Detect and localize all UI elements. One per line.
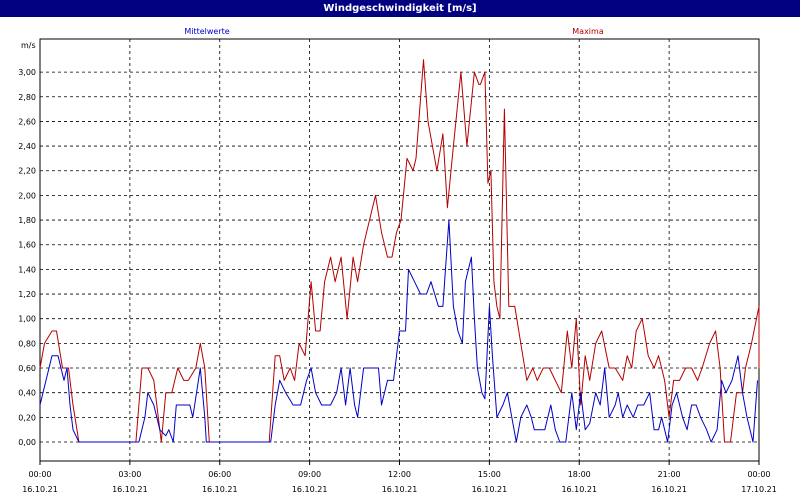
x-tick-date-label: 16.10.21 bbox=[651, 485, 687, 494]
y-tick-label: 0,00 bbox=[18, 438, 36, 447]
y-tick-label: 2,80 bbox=[18, 93, 36, 102]
x-tick-date-label: 16.10.21 bbox=[472, 485, 508, 494]
x-tick-time-label: 00:00 bbox=[747, 470, 770, 479]
y-tick-label: 2,20 bbox=[18, 167, 36, 176]
x-tick-time-label: 15:00 bbox=[478, 470, 501, 479]
x-tick-time-label: 03:00 bbox=[118, 470, 141, 479]
legend-entry-maxima: Maxima bbox=[572, 27, 604, 36]
y-axis-ticks: 0,00 0,20 0,40 0,60 0,80 1,00 1,20 1,40 1,60 1,80… bbox=[18, 68, 36, 447]
y-axis-unit-label: m/s bbox=[21, 41, 36, 50]
wind-speed-chart: m/s 0,00 0,20 0,40 0,60 0,80 1,00 1,20 1,40 1,60… bbox=[18, 27, 777, 494]
y-tick-label: 0,20 bbox=[18, 413, 36, 422]
x-tick-date-label: 16.10.21 bbox=[382, 485, 418, 494]
series-line-maxima bbox=[39, 59, 760, 443]
x-tick-time-label: 18:00 bbox=[568, 470, 591, 479]
y-tick-label: 2,60 bbox=[18, 117, 36, 126]
y-tick-label: 1,60 bbox=[18, 241, 36, 250]
y-tick-label: 1,40 bbox=[18, 265, 36, 274]
y-tick-label: 1,20 bbox=[18, 290, 36, 299]
y-tick-label: 0,40 bbox=[18, 389, 36, 398]
x-tick-date-label: 16.10.21 bbox=[22, 485, 58, 494]
series-lines bbox=[39, 59, 760, 443]
y-tick-label: 0,80 bbox=[18, 339, 36, 348]
y-tick-label: 2,00 bbox=[18, 191, 36, 200]
y-tick-label: 0,60 bbox=[18, 364, 36, 373]
x-tick-time-label: 06:00 bbox=[208, 470, 231, 479]
x-tick-date-label: 17.10.21 bbox=[741, 485, 777, 494]
x-tick-date-label: 16.10.21 bbox=[561, 485, 597, 494]
title-bar bbox=[0, 0, 800, 17]
x-axis-ticks: 00:00 16.10.21 03:00 16.10.21 06:00 16.10.21 0… bbox=[22, 461, 777, 494]
x-tick-time-label: 09:00 bbox=[298, 470, 321, 479]
x-tick-time-label: 12:00 bbox=[388, 470, 411, 479]
y-tick-label: 1,80 bbox=[18, 216, 36, 225]
y-tick-label: 2,40 bbox=[18, 142, 36, 151]
legend-entry-mittelwerte: Mittelwerte bbox=[184, 27, 229, 36]
x-tick-time-label: 21:00 bbox=[658, 470, 681, 479]
y-tick-label: 3,00 bbox=[18, 68, 36, 77]
y-tick-label: 1,00 bbox=[18, 315, 36, 324]
chart-grid bbox=[40, 39, 759, 461]
x-tick-date-label: 16.10.21 bbox=[292, 485, 328, 494]
series-line-mittelwerte bbox=[39, 219, 758, 443]
legend: Mittelwerte Maxima bbox=[184, 27, 604, 36]
x-tick-date-label: 16.10.21 bbox=[112, 485, 148, 494]
window-title: Windgeschwindigkeit [m/s] bbox=[323, 3, 477, 14]
x-tick-date-label: 16.10.21 bbox=[202, 485, 238, 494]
x-tick-time-label: 00:00 bbox=[28, 470, 51, 479]
